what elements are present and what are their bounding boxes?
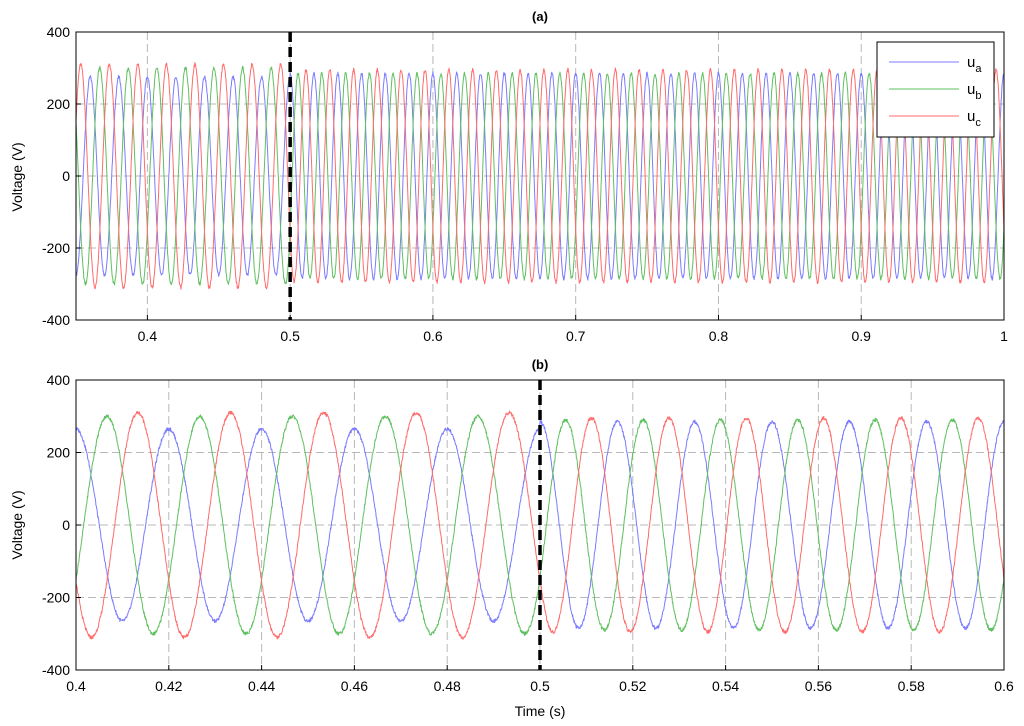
x-tick-label: 0.5 bbox=[280, 328, 300, 344]
y-tick-label: 200 bbox=[47, 445, 71, 461]
x-tick-label: 0.52 bbox=[619, 678, 646, 694]
panel-b-xticks: 0.4 0.42 0.44 0.46 0.48 0.5 0.52 0.54 0.56 0.58 0.… bbox=[66, 665, 1014, 694]
y-tick-label: 200 bbox=[47, 96, 71, 112]
x-tick-label: 0.44 bbox=[248, 678, 275, 694]
x-tick-label: 0.8 bbox=[709, 328, 729, 344]
legend-label-ua: ua bbox=[967, 54, 982, 75]
y-tick-label: -200 bbox=[42, 590, 70, 606]
y-tick-label: -400 bbox=[42, 312, 70, 328]
x-tick-label: 0.46 bbox=[341, 678, 368, 694]
series-line-ua bbox=[75, 419, 1005, 631]
x-tick-label: 0.7 bbox=[566, 328, 586, 344]
panel-a-traces bbox=[75, 62, 1005, 290]
panel-b: (b) Voltage (V) Time (s) -400 -200 0 200 400… bbox=[9, 357, 1014, 719]
x-tick-label: 0.48 bbox=[434, 678, 461, 694]
panel-b-ylabel: Voltage (V) bbox=[9, 490, 25, 559]
panel-a-xticks: 0.4 0.5 0.6 0.7 0.8 0.9 1 bbox=[138, 315, 1008, 344]
x-tick-label: 0.6 bbox=[994, 678, 1014, 694]
y-tick-label: 400 bbox=[47, 372, 71, 388]
series-line-uc bbox=[75, 62, 1005, 290]
panel-b-yticks: -400 -200 0 200 400 bbox=[42, 372, 81, 678]
x-tick-label: 0.56 bbox=[805, 678, 832, 694]
y-tick-label: -400 bbox=[42, 662, 70, 678]
y-tick-label: -200 bbox=[42, 240, 70, 256]
y-tick-label: 0 bbox=[62, 168, 70, 184]
series-line-ua bbox=[75, 71, 1005, 281]
x-tick-label: 0.4 bbox=[66, 678, 86, 694]
x-tick-label: 0.4 bbox=[138, 328, 158, 344]
panel-a-legend: ua ub uc bbox=[876, 41, 995, 138]
y-tick-label: 0 bbox=[62, 517, 70, 533]
panel-b-xlabel: Time (s) bbox=[515, 703, 566, 719]
x-tick-label: 0.9 bbox=[851, 328, 871, 344]
x-tick-label: 0.54 bbox=[712, 678, 739, 694]
x-tick-label: 1 bbox=[1000, 328, 1008, 344]
x-tick-label: 0.58 bbox=[898, 678, 925, 694]
panel-a-ylabel: Voltage (V) bbox=[9, 142, 25, 211]
y-tick-label: 400 bbox=[47, 24, 71, 40]
legend-label-uc: uc bbox=[967, 108, 981, 129]
x-tick-label: 0.6 bbox=[423, 328, 443, 344]
panel-a-yticks: -400 -200 0 200 400 bbox=[42, 24, 81, 328]
x-tick-label: 0.5 bbox=[530, 678, 550, 694]
x-tick-label: 0.42 bbox=[155, 678, 182, 694]
panel-b-title: (b) bbox=[532, 357, 549, 372]
panel-a-title: (a) bbox=[532, 9, 548, 24]
legend-label-ub: ub bbox=[967, 81, 981, 102]
